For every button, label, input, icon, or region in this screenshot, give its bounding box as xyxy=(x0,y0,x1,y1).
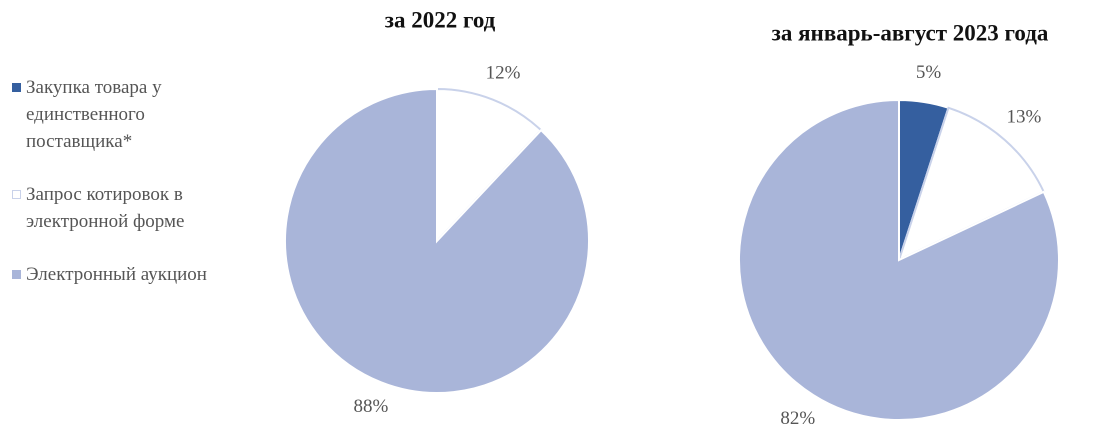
legend-swatch xyxy=(12,83,21,92)
legend-item: Закупка товара у единственного поставщик… xyxy=(12,74,227,155)
legend-item: Запрос котировок в электронной форме xyxy=(12,181,227,235)
chart-title: за январь-август 2023 года xyxy=(772,20,1049,45)
pie-slice xyxy=(436,87,543,244)
legend: Закупка товара у единственного поставщик… xyxy=(12,74,227,314)
legend-item: Электронный аукцион xyxy=(12,261,227,288)
legend-label: Закупка товара у единственного поставщик… xyxy=(26,77,162,152)
legend-label: Запрос котировок в электронной форме xyxy=(26,184,185,232)
legend-label: Электронный аукцион xyxy=(26,264,207,285)
data-label: 5% xyxy=(916,62,942,83)
pie-slice xyxy=(738,98,1060,421)
data-label: 13% xyxy=(1006,107,1041,128)
legend-swatch xyxy=(12,190,21,199)
pie-slice xyxy=(284,87,590,394)
legend-swatch xyxy=(12,270,21,279)
data-label: 12% xyxy=(486,63,521,84)
pie-slice xyxy=(897,106,1046,262)
data-label: 82% xyxy=(780,408,815,429)
chart-title: за 2022 год xyxy=(385,7,496,32)
data-label: 88% xyxy=(354,396,389,417)
